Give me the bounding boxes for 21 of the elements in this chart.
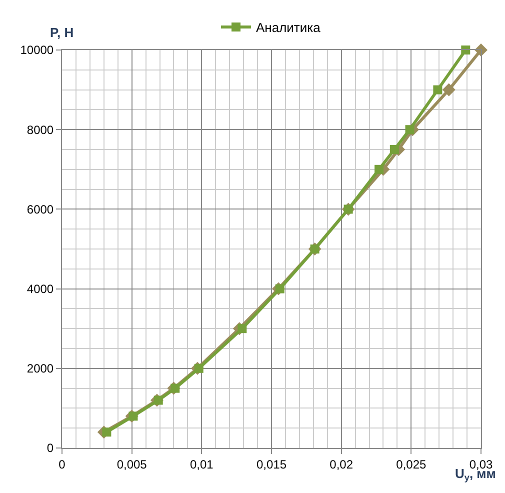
point bbox=[433, 85, 442, 94]
point bbox=[442, 83, 456, 96]
x-tick-label: 0,025 bbox=[396, 457, 427, 472]
point bbox=[374, 164, 384, 174]
y-tick-label: 2000 bbox=[26, 362, 54, 376]
x-tick-label: 0,01 bbox=[190, 457, 214, 472]
x-tick-label: 0,02 bbox=[330, 457, 354, 472]
y-tick-label: 4000 bbox=[26, 282, 54, 296]
point bbox=[405, 125, 414, 134]
y-tick-label: 6000 bbox=[26, 202, 54, 216]
legend-label: Аналитика bbox=[256, 20, 322, 36]
y-tick-label: 0 bbox=[46, 441, 54, 456]
x-tick-label: 0,015 bbox=[256, 457, 287, 472]
point bbox=[390, 145, 399, 154]
y-tick-label: 10000 bbox=[20, 43, 54, 58]
point bbox=[238, 324, 247, 334]
x-tick-label: 0,005 bbox=[116, 457, 148, 472]
x-tick-label: 0 bbox=[58, 457, 66, 472]
y-axis-title: P, H bbox=[50, 25, 74, 40]
point bbox=[102, 428, 112, 437]
y-tick-label: 8000 bbox=[26, 122, 54, 137]
